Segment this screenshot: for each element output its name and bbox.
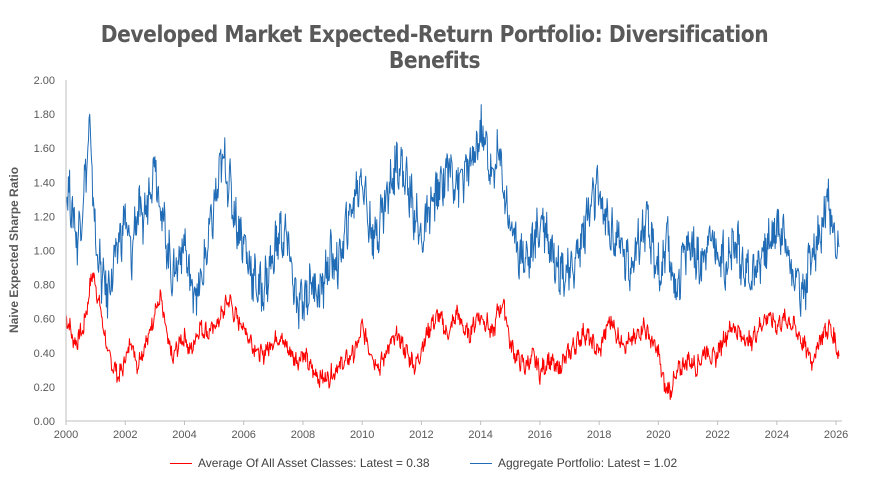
y-tick-label: 1.20: [34, 211, 55, 223]
y-tick-label: 2.00: [34, 75, 55, 87]
legend: Average Of All Asset Classes: Latest = 0…: [0, 456, 869, 476]
x-tick-label: 2014: [468, 429, 492, 441]
y-tick-label: 0.20: [34, 382, 55, 394]
x-tick-label: 2004: [172, 429, 196, 441]
x-tick-label: 2008: [291, 429, 315, 441]
x-axis-ticks: 2000 2002 2004 2006 2008 2010 2012 2014 2016 2018…: [54, 421, 848, 441]
x-tick-label: 2022: [705, 429, 729, 441]
y-tick-label: 0.60: [34, 314, 55, 326]
y-tick-label: 0.80: [34, 280, 55, 292]
y-tick-label: 1.00: [34, 246, 55, 258]
legend-item-aggregate: Aggregate Portfolio: Latest = 1.02: [470, 456, 677, 470]
x-tick-label: 2026: [824, 429, 848, 441]
series-line-aggregate: [65, 104, 840, 330]
x-tick-label: 2020: [646, 429, 670, 441]
legend-label-aggregate: Aggregate Portfolio: Latest = 1.02: [498, 456, 678, 470]
series-line-average: [65, 272, 840, 401]
y-axis-ticks: 0.00 0.20 0.40 0.60 0.80 1.00 1.20 1.40 1.60 1.80…: [34, 75, 55, 428]
series-layer: [65, 104, 840, 401]
legend-swatch-average: [170, 462, 192, 464]
x-tick-label: 2018: [587, 429, 611, 441]
x-tick-label: 2024: [765, 429, 789, 441]
x-tick-label: 2010: [350, 429, 374, 441]
legend-item-average: Average Of All Asset Classes: Latest = 0…: [170, 456, 430, 470]
y-tick-label: 0.40: [34, 348, 55, 360]
y-tick-label: 1.80: [34, 109, 55, 121]
legend-swatch-aggregate: [470, 462, 492, 464]
x-tick-label: 2006: [231, 429, 255, 441]
legend-label-average: Average Of All Asset Classes: Latest = 0…: [198, 456, 430, 470]
y-tick-label: 1.60: [34, 143, 55, 155]
y-tick-label: 1.40: [34, 177, 55, 189]
y-tick-label: 0.00: [34, 416, 55, 428]
x-tick-label: 2002: [113, 429, 137, 441]
x-tick-label: 2016: [528, 429, 552, 441]
chart-title: Developed Market Expected-Return Portfol…: [100, 22, 769, 74]
x-tick-label: 2000: [54, 429, 78, 441]
x-tick-label: 2012: [409, 429, 433, 441]
